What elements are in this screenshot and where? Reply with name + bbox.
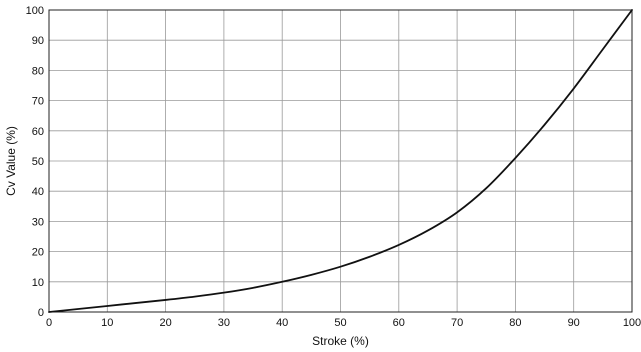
- y-tick-label: 90: [32, 35, 44, 47]
- x-tick-label: 100: [623, 317, 641, 329]
- x-axis-label: Stroke (%): [312, 334, 369, 348]
- y-tick-label: 20: [32, 247, 44, 259]
- x-tick-label: 50: [334, 317, 346, 329]
- y-tick-label: 80: [32, 65, 44, 77]
- y-tick-label: 30: [32, 216, 44, 228]
- x-tick-label: 0: [46, 317, 52, 329]
- x-tick-label: 10: [101, 317, 113, 329]
- x-tick-label: 90: [568, 317, 580, 329]
- x-tick-label: 70: [451, 317, 463, 329]
- y-tick-label: 50: [32, 156, 44, 168]
- y-tick-label: 60: [32, 126, 44, 138]
- y-axis-label: Cv Value (%): [4, 126, 18, 196]
- y-tick-label: 70: [32, 96, 44, 108]
- y-tick-label: 40: [32, 186, 44, 198]
- x-tick-label: 40: [276, 317, 288, 329]
- y-tick-label: 0: [38, 307, 44, 319]
- x-tick-label: 80: [509, 317, 521, 329]
- x-tick-label: 20: [159, 317, 171, 329]
- x-tick-label: 60: [393, 317, 405, 329]
- y-tick-label: 100: [26, 5, 44, 17]
- x-tick-label: 30: [218, 317, 230, 329]
- y-tick-label: 10: [32, 277, 44, 289]
